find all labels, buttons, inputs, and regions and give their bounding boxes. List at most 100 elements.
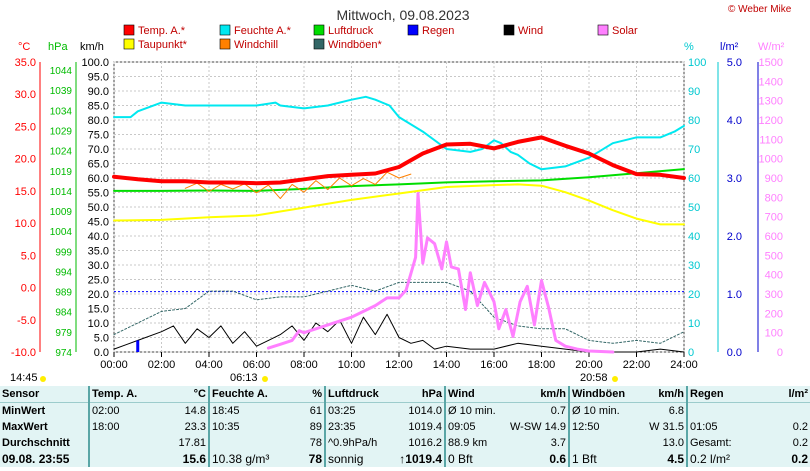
solar-tick-label: 100 [765, 328, 783, 340]
stats-header-press: Luftdruck [324, 386, 392, 403]
wind-tick-label: 30.0 [88, 260, 109, 272]
stats-hum-time: 18:45 [208, 402, 284, 419]
stats-wind-time: Ø 10 min. [444, 402, 506, 419]
temp-unit-label: °C [18, 41, 30, 53]
wind-tick-label: 25.0 [88, 275, 109, 287]
x-tick-label: 04:00 [195, 359, 223, 371]
press-tick-label: 989 [55, 288, 72, 299]
wind-tick-label: 60.0 [88, 173, 109, 185]
wind-tick-label: 95.0 [88, 72, 109, 84]
temp-tick-label: 25.0 [15, 121, 36, 133]
stats-temp-time: 18:00 [88, 419, 154, 435]
stats-header-temp: Temp. A. [88, 386, 154, 403]
sun-dot-icon [40, 376, 46, 382]
stats-rain-value: 0.2 [792, 437, 808, 449]
legend-swatch [219, 38, 231, 50]
legend-label: Solar [612, 25, 638, 37]
legend-label: Luftdruck [328, 25, 374, 37]
solar-unit-label: W/m² [758, 41, 785, 53]
stats-press-time: ^0.9hPa/h [324, 435, 392, 451]
wind-tick-label: 20.0 [88, 289, 109, 301]
legend: Temp. A.* Feuchte A.* Luftdruck Regen Wind So… [123, 24, 638, 51]
hum-tick-label: 50 [688, 202, 700, 214]
hum-tick-label: 100 [688, 57, 706, 69]
rain-tick-label: 1.0 [727, 289, 742, 301]
x-tick-label: 06:00 [243, 359, 271, 371]
x-tick-label: 14:00 [433, 359, 461, 371]
rain-tick-label: 4.0 [727, 115, 742, 127]
x-tick-label: 10:00 [338, 359, 366, 371]
press-tick-label: 1019 [50, 167, 73, 178]
stats-rain-value: 0.2 [791, 452, 808, 466]
x-tick-label: 20:00 [575, 359, 603, 371]
legend-label: Regen [422, 25, 454, 37]
wind-tick-label: 100.0 [81, 57, 109, 69]
stats-header-hum-unit: % [284, 386, 325, 403]
stats-wind-value: W-SW 14.9 [509, 421, 566, 433]
solar-tick-label: 1400 [759, 76, 783, 88]
press-tick-label: 1034 [50, 106, 73, 117]
press-tick-label: 1039 [50, 86, 73, 97]
hum-unit-label: % [684, 41, 694, 53]
legend-swatch [123, 38, 135, 50]
press-tick-label: 1024 [50, 147, 73, 158]
press-unit-label: hPa [48, 41, 68, 53]
stats-header-gust-unit: km/h [630, 386, 687, 403]
series-temp-a [112, 135, 686, 186]
temp-tick-label: 5.0 [21, 250, 36, 262]
hum-tick-label: 0 [688, 347, 694, 359]
solar-tick-label: 300 [765, 289, 783, 301]
stats-wind-value: 0.6 [549, 452, 566, 466]
chart-title: Mittwoch, 09.08.2023 [336, 7, 469, 23]
stats-header-gust: Windböen [568, 386, 630, 403]
wind-tick-label: 55.0 [88, 188, 109, 200]
stats-hum-value: 89 [309, 421, 322, 433]
solar-tick-label: 1100 [759, 134, 783, 146]
series-windchill [184, 171, 412, 200]
hum-tick-label: 30 [688, 260, 700, 272]
rain-tick-label: 5.0 [727, 57, 742, 69]
legend-swatch [503, 24, 515, 36]
legend-swatch [313, 24, 325, 36]
stats-temp-value: 23.3 [184, 421, 206, 433]
wind-tick-label: 5.0 [94, 333, 109, 345]
press-tick-label: 994 [55, 267, 72, 278]
axis-units: °C hPa km/h% l/m² W/m² [18, 41, 785, 53]
stats-gust-time [568, 435, 630, 451]
x-tick-label: 12:00 [385, 359, 413, 371]
hum-tick-label: 60 [688, 173, 700, 185]
stats-hum-time [208, 435, 284, 451]
legend-label: Temp. A.* [138, 25, 186, 37]
solar-tick-label: 1000 [759, 154, 783, 166]
stats-rain-time: 0.2 l/m² [686, 451, 748, 467]
wind-tick-label: 0.0 [94, 347, 109, 359]
x-tick-label: 02:00 [148, 359, 176, 371]
series-solar [266, 192, 615, 354]
stats-row-max: MaxWert 18:00 23.3 10:35 89 23:35 1019.4… [0, 419, 810, 435]
stats-gust-time: 1 Bft [568, 451, 630, 467]
stats-gust-value: W 31.5 [649, 421, 684, 433]
stats-hum-time: 10.38 g/m³ [208, 451, 284, 467]
solar-tick-label: 1200 [759, 115, 783, 127]
stats-press-value: 1019.4 [408, 421, 442, 433]
stats-temp-time [88, 451, 154, 467]
series-windb-en [113, 281, 685, 344]
stats-hum-value: 61 [309, 405, 322, 417]
temp-tick-label: 20.0 [15, 154, 36, 166]
wind-tick-label: 85.0 [88, 101, 109, 113]
stats-gust-value: 13.0 [662, 437, 684, 449]
legend-label: Feuchte A.* [234, 25, 292, 37]
axis-ticks: 35.0 30.0 25.0 20.0 15.0 10.0 5.0 0.0 -5.0 -10.0 1… [11, 57, 783, 371]
stats-hum-time: 10:35 [208, 419, 284, 435]
stats-row-avg: Durchschnitt 17.81 78 ^0.9hPa/h 1016.2 8… [0, 435, 810, 451]
wind-unit-label: km/h [80, 41, 104, 53]
stats-rain-time [686, 402, 748, 419]
solar-tick-label: 200 [765, 308, 783, 320]
temp-tick-label: 35.0 [15, 57, 36, 69]
wind-tick-label: 80.0 [88, 115, 109, 127]
wind-tick-label: 15.0 [88, 304, 109, 316]
hum-tick-label: 10 [688, 318, 700, 330]
stats-row-label: MinWert [2, 405, 46, 417]
stats-press-time: sonnig [324, 451, 392, 467]
stats-table: Sensor Temp. A. °C Feuchte A. % Luftdruc… [0, 386, 810, 467]
